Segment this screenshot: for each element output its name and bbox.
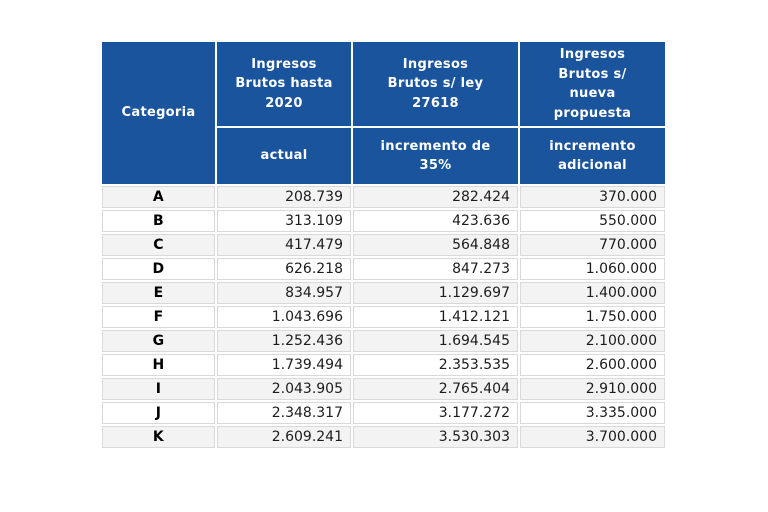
incremento-35-cell: 3.177.272 xyxy=(353,402,518,424)
incremento-adicional-cell: 770.000 xyxy=(520,234,665,256)
categoria-cell: E xyxy=(102,282,215,304)
actual-cell: 1.252.436 xyxy=(217,330,351,352)
incremento-adicional-cell: 3.335.000 xyxy=(520,402,665,424)
header-categoria: Categoria xyxy=(102,42,215,184)
incremento-35-cell: 1.412.121 xyxy=(353,306,518,328)
incremento-adicional-cell: 1.060.000 xyxy=(520,258,665,280)
header-ingresos-brutos-ley-27618: Ingresos Brutos s/ ley 27618 xyxy=(353,42,518,126)
actual-cell: 208.739 xyxy=(217,186,351,208)
categoria-cell: H xyxy=(102,354,215,376)
incremento-adicional-cell: 2.600.000 xyxy=(520,354,665,376)
table-row: H 1.739.494 2.353.535 2.600.000 xyxy=(102,354,665,376)
actual-cell: 313.109 xyxy=(217,210,351,232)
subheader-incremento-adicional: incremento adicional xyxy=(520,128,665,184)
incremento-adicional-cell: 3.700.000 xyxy=(520,426,665,448)
table-row: B 313.109 423.636 550.000 xyxy=(102,210,665,232)
actual-cell: 1.043.696 xyxy=(217,306,351,328)
incremento-adicional-cell: 1.400.000 xyxy=(520,282,665,304)
ingresos-brutos-table: Categoria Ingresos Brutos hasta 2020 Ing… xyxy=(100,40,667,450)
header-ingresos-brutos-nueva-propuesta: Ingresos Brutos s/ nueva propuesta xyxy=(520,42,665,126)
table-row: A 208.739 282.424 370.000 xyxy=(102,186,665,208)
table-row: I 2.043.905 2.765.404 2.910.000 xyxy=(102,378,665,400)
incremento-35-cell: 423.636 xyxy=(353,210,518,232)
incremento-35-cell: 847.273 xyxy=(353,258,518,280)
actual-cell: 2.609.241 xyxy=(217,426,351,448)
incremento-35-cell: 1.129.697 xyxy=(353,282,518,304)
table-row: F 1.043.696 1.412.121 1.750.000 xyxy=(102,306,665,328)
categoria-cell: G xyxy=(102,330,215,352)
table-header: Categoria Ingresos Brutos hasta 2020 Ing… xyxy=(102,42,665,184)
table-row: G 1.252.436 1.694.545 2.100.000 xyxy=(102,330,665,352)
incremento-adicional-cell: 2.100.000 xyxy=(520,330,665,352)
incremento-adicional-cell: 370.000 xyxy=(520,186,665,208)
header-row-top: Categoria Ingresos Brutos hasta 2020 Ing… xyxy=(102,42,665,184)
categoria-cell: I xyxy=(102,378,215,400)
header-ingresos-brutos-hasta-2020: Ingresos Brutos hasta 2020 xyxy=(217,42,351,126)
table-row: J 2.348.317 3.177.272 3.335.000 xyxy=(102,402,665,424)
actual-cell: 834.957 xyxy=(217,282,351,304)
incremento-35-cell: 1.694.545 xyxy=(353,330,518,352)
incremento-35-cell: 3.530.303 xyxy=(353,426,518,448)
table-row: K 2.609.241 3.530.303 3.700.000 xyxy=(102,426,665,448)
categoria-cell: B xyxy=(102,210,215,232)
actual-cell: 2.043.905 xyxy=(217,378,351,400)
incremento-adicional-cell: 550.000 xyxy=(520,210,665,232)
categoria-cell: A xyxy=(102,186,215,208)
incremento-adicional-cell: 2.910.000 xyxy=(520,378,665,400)
categoria-cell: F xyxy=(102,306,215,328)
categoria-cell: C xyxy=(102,234,215,256)
table-row: C 417.479 564.848 770.000 xyxy=(102,234,665,256)
incremento-adicional-cell: 1.750.000 xyxy=(520,306,665,328)
table-body: A 208.739 282.424 370.000 B 313.109 423.… xyxy=(102,186,665,448)
subheader-actual: actual xyxy=(217,128,351,184)
incremento-35-cell: 2.353.535 xyxy=(353,354,518,376)
incremento-35-cell: 564.848 xyxy=(353,234,518,256)
categoria-cell: K xyxy=(102,426,215,448)
table-row: E 834.957 1.129.697 1.400.000 xyxy=(102,282,665,304)
actual-cell: 626.218 xyxy=(217,258,351,280)
table-row: D 626.218 847.273 1.060.000 xyxy=(102,258,665,280)
header-row-sub: actual incremento de 35% incremento adic… xyxy=(102,128,665,184)
categoria-cell: D xyxy=(102,258,215,280)
incremento-35-cell: 2.765.404 xyxy=(353,378,518,400)
categoria-cell: J xyxy=(102,402,215,424)
actual-cell: 2.348.317 xyxy=(217,402,351,424)
incremento-35-cell: 282.424 xyxy=(353,186,518,208)
actual-cell: 1.739.494 xyxy=(217,354,351,376)
subheader-incremento-35: incremento de 35% xyxy=(353,128,518,184)
actual-cell: 417.479 xyxy=(217,234,351,256)
